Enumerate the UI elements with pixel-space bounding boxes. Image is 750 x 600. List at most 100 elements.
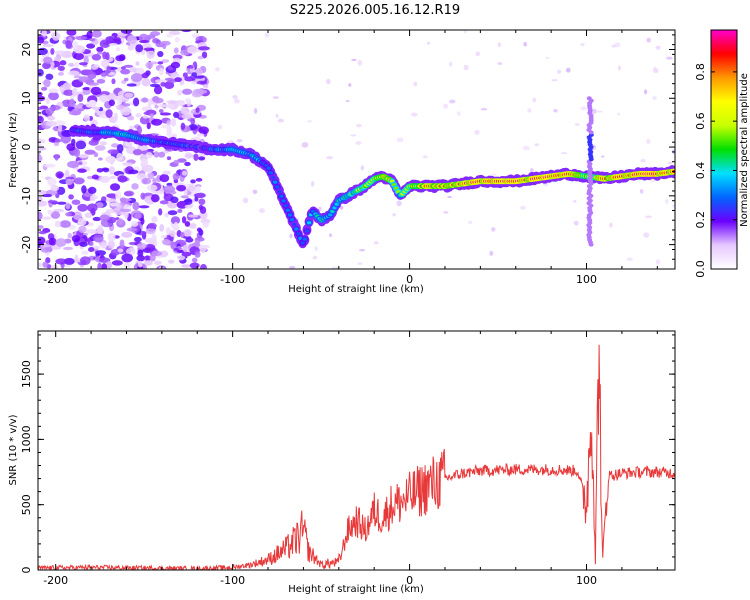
noise-blob <box>116 143 124 153</box>
noise-blob <box>87 203 98 213</box>
noise-blob <box>119 239 125 249</box>
noise-blob <box>665 199 669 204</box>
noise-blob <box>191 72 198 77</box>
noise-blob <box>289 265 296 269</box>
noise-blob <box>47 200 58 204</box>
noise-blob <box>129 125 135 131</box>
noise-blob <box>396 200 402 207</box>
ridge-core <box>302 237 308 241</box>
noise-blob <box>643 232 650 238</box>
noise-blob <box>193 75 205 79</box>
noise-blob <box>236 139 243 143</box>
ridge-core <box>281 199 286 203</box>
noise-blob <box>194 239 200 248</box>
noise-blob <box>111 78 116 85</box>
noise-blob <box>117 218 124 225</box>
noise-blob <box>82 87 91 91</box>
noise-blob <box>480 108 488 111</box>
ridge-core <box>306 221 312 225</box>
noise-blob <box>181 251 192 257</box>
noise-blob <box>76 104 83 109</box>
noise-blob <box>95 202 104 208</box>
noise-blob <box>180 106 188 115</box>
noise-blob <box>185 237 194 243</box>
noise-blob <box>87 186 97 194</box>
noise-blob <box>102 51 108 60</box>
noise-blob <box>491 227 496 232</box>
noise-blob <box>545 56 550 59</box>
ridge-core <box>294 227 299 231</box>
noise-blob <box>188 223 197 229</box>
noise-blob <box>396 137 404 143</box>
noise-blob <box>41 216 52 220</box>
noise-blob <box>202 221 209 228</box>
noise-blob <box>170 216 181 225</box>
noise-blob <box>91 30 102 38</box>
noise-blob <box>151 215 158 223</box>
noise-blob <box>38 236 46 245</box>
noise-blob <box>48 88 59 94</box>
ridge-core <box>285 208 291 212</box>
snr-frame <box>37 330 676 571</box>
noise-blob <box>130 73 143 83</box>
noise-blob <box>132 201 140 211</box>
noise-blob <box>160 82 166 87</box>
noise-blob <box>57 124 63 132</box>
noise-blob <box>54 120 66 126</box>
noise-blob <box>523 41 528 47</box>
noise-blob <box>184 221 191 227</box>
noise-blob <box>200 264 207 269</box>
ridge-core <box>300 241 305 245</box>
ridge-core <box>272 180 278 184</box>
noise-blob <box>88 246 95 253</box>
noise-blob <box>147 172 155 180</box>
snr-y-tick-label: 500 <box>20 494 33 515</box>
noise-blob <box>75 140 87 150</box>
noise-blob <box>356 123 362 128</box>
noise-blob <box>78 76 90 83</box>
noise-blob <box>68 194 74 200</box>
chart-title: S225.2026.005.16.12.R19 <box>290 3 460 18</box>
ridge-core <box>289 218 295 222</box>
spectrogram-noise <box>38 30 675 269</box>
noise-blob <box>122 162 133 167</box>
noise-blob <box>42 62 51 70</box>
noise-blob <box>107 240 115 249</box>
noise-blob <box>277 118 284 123</box>
noise-blob <box>108 43 118 47</box>
noise-blob <box>490 173 497 176</box>
noise-blob <box>655 259 660 265</box>
ridge-core <box>266 166 271 170</box>
noise-blob <box>73 52 85 61</box>
noise-blob <box>131 183 139 190</box>
noise-blob <box>145 61 154 69</box>
noise-blob <box>149 83 161 88</box>
noise-blob <box>667 161 673 165</box>
ridge-core <box>279 194 284 198</box>
noise-blob <box>154 104 159 109</box>
noise-blob <box>173 111 179 119</box>
noise-blob <box>180 122 186 131</box>
noise-blob <box>105 109 113 118</box>
noise-blob <box>146 49 155 59</box>
noise-blob <box>108 99 115 107</box>
noise-blob <box>159 250 169 258</box>
noise-blob <box>553 108 558 113</box>
noise-blob <box>198 198 206 205</box>
spectrogram-y-tick-label: 20 <box>20 43 33 57</box>
noise-blob <box>74 254 79 263</box>
noise-blob <box>639 189 644 194</box>
noise-blob <box>134 213 142 219</box>
noise-blob <box>93 234 104 243</box>
noise-blob <box>45 120 57 127</box>
noise-blob <box>136 242 147 249</box>
noise-blob <box>194 251 201 258</box>
noise-blob <box>73 75 82 79</box>
noise-blob <box>57 72 64 76</box>
spectrogram-frame <box>37 29 676 270</box>
noise-blob <box>310 180 315 187</box>
noise-blob <box>42 43 54 48</box>
ridge-core <box>268 171 274 175</box>
noise-blob <box>68 98 75 108</box>
noise-blob <box>157 61 164 65</box>
